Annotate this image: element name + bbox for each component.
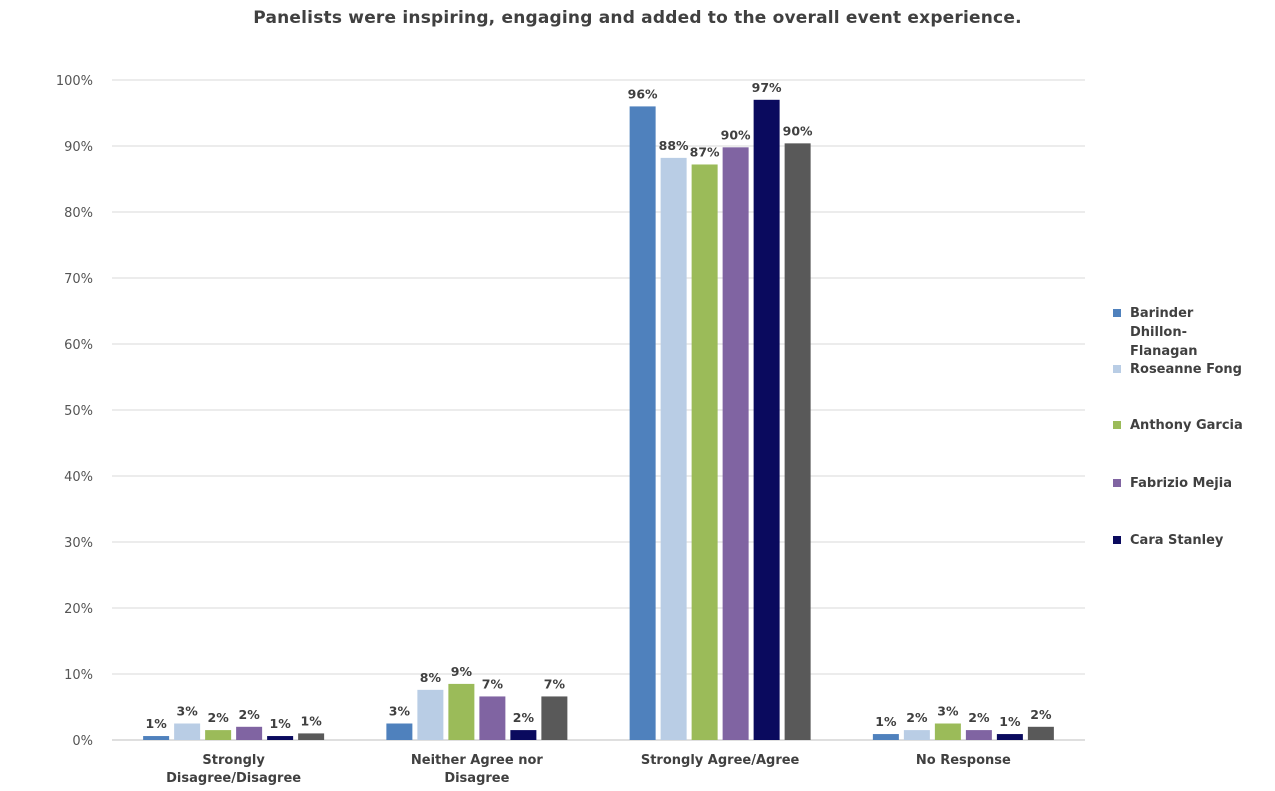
bar — [691, 164, 718, 741]
legend-swatch — [1113, 479, 1121, 487]
data-label: 3% — [389, 704, 411, 719]
data-label: 2% — [208, 710, 230, 725]
bar — [660, 157, 687, 740]
y-tick-label: 0% — [72, 734, 93, 749]
y-tick-label: 90% — [64, 140, 93, 155]
data-label: 9% — [451, 664, 473, 679]
legend-swatch — [1113, 421, 1121, 429]
legend-swatch — [1113, 536, 1121, 544]
legend-swatch — [1113, 365, 1121, 373]
chart-title: Panelists were inspiring, engaging and a… — [253, 8, 1022, 28]
bar — [205, 730, 232, 740]
data-label: 7% — [482, 676, 504, 691]
bar — [965, 730, 992, 740]
data-label: 8% — [420, 670, 442, 685]
x-category-label: No Response — [916, 753, 1011, 768]
bar — [934, 723, 961, 740]
bar — [541, 696, 568, 740]
bar — [784, 143, 811, 741]
bar — [267, 736, 294, 740]
y-tick-label: 20% — [64, 602, 93, 617]
data-label: 2% — [513, 710, 535, 725]
bar — [1027, 726, 1054, 740]
legend-label: Dhillon- — [1130, 325, 1187, 340]
x-category-label: Strongly Agree/Agree — [641, 753, 800, 768]
data-label: 97% — [752, 80, 782, 95]
bar — [722, 147, 749, 740]
bar — [143, 736, 170, 740]
data-label: 2% — [239, 707, 261, 722]
data-label: 1% — [301, 713, 323, 728]
data-label: 2% — [906, 710, 928, 725]
data-label: 87% — [690, 144, 720, 159]
legend-label: Roseanne Fong — [1130, 362, 1242, 377]
y-tick-label: 100% — [56, 74, 93, 89]
x-category-label: Disagree — [444, 771, 509, 786]
bar — [236, 726, 263, 740]
bar — [448, 683, 475, 740]
data-label: 2% — [968, 710, 990, 725]
bar — [417, 689, 444, 740]
data-label: 1% — [270, 716, 292, 731]
legend-label: Cara Stanley — [1130, 533, 1224, 548]
bar — [629, 106, 656, 740]
x-category-label: Disagree/Disagree — [166, 771, 301, 786]
y-tick-label: 10% — [64, 668, 93, 683]
bar — [903, 730, 930, 740]
legend-label: Fabrizio Mejia — [1130, 476, 1232, 491]
data-label: 90% — [721, 127, 751, 142]
bar — [753, 99, 780, 741]
legend-label: Anthony Garcia — [1130, 418, 1243, 433]
y-tick-label: 60% — [64, 338, 93, 353]
data-label: 3% — [937, 704, 959, 719]
data-label: 3% — [177, 704, 199, 719]
legend-label: Flanagan — [1130, 344, 1197, 359]
x-category-label: Strongly — [202, 753, 265, 768]
data-label: 1% — [875, 714, 897, 729]
data-label: 90% — [783, 123, 813, 138]
y-tick-label: 80% — [64, 206, 93, 221]
bar — [298, 733, 325, 740]
data-label: 1% — [146, 716, 168, 731]
data-label: 96% — [628, 86, 658, 101]
x-category-label: Neither Agree nor — [411, 753, 543, 768]
y-tick-label: 40% — [64, 470, 93, 485]
bar — [510, 730, 537, 740]
legend-label: Barinder — [1130, 306, 1194, 321]
bar — [174, 723, 201, 740]
bar — [479, 696, 506, 740]
y-tick-label: 50% — [64, 404, 93, 419]
bar — [386, 723, 413, 740]
data-label: 7% — [544, 676, 566, 691]
data-label: 88% — [659, 138, 689, 153]
y-tick-label: 30% — [64, 536, 93, 551]
legend-swatch — [1113, 309, 1121, 317]
bar — [872, 734, 899, 740]
data-label: 2% — [1030, 707, 1052, 722]
y-tick-label: 70% — [64, 272, 93, 287]
data-label: 1% — [999, 714, 1021, 729]
bar — [996, 734, 1023, 740]
